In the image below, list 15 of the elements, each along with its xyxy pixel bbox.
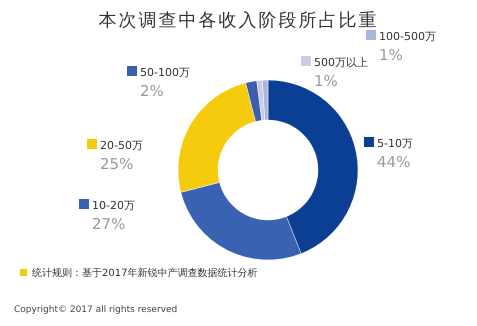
data-label: 2% xyxy=(140,82,164,100)
data-label: 1% xyxy=(314,72,338,90)
data-label: 44% xyxy=(377,153,410,171)
chart-title: 本次调查中各收入阶段所占比重 xyxy=(98,10,378,31)
legend-label: 500万以上 xyxy=(314,56,368,69)
data-label: 25% xyxy=(100,155,134,173)
legend-label: 100-500万 xyxy=(379,30,436,43)
legend-label: 5-10万 xyxy=(377,137,413,150)
data-label: 27% xyxy=(92,215,126,233)
text: Copyright© 2017 all rights reserved xyxy=(14,305,178,315)
legend-label: 20-50万 xyxy=(100,139,143,152)
text: 统计规则：基于2017年新锐中产调查数据统计分析 xyxy=(32,267,258,279)
legend-label: 50-100万 xyxy=(140,66,190,79)
data-label: 1% xyxy=(379,46,403,64)
legend-label: 10-20万 xyxy=(92,199,135,212)
